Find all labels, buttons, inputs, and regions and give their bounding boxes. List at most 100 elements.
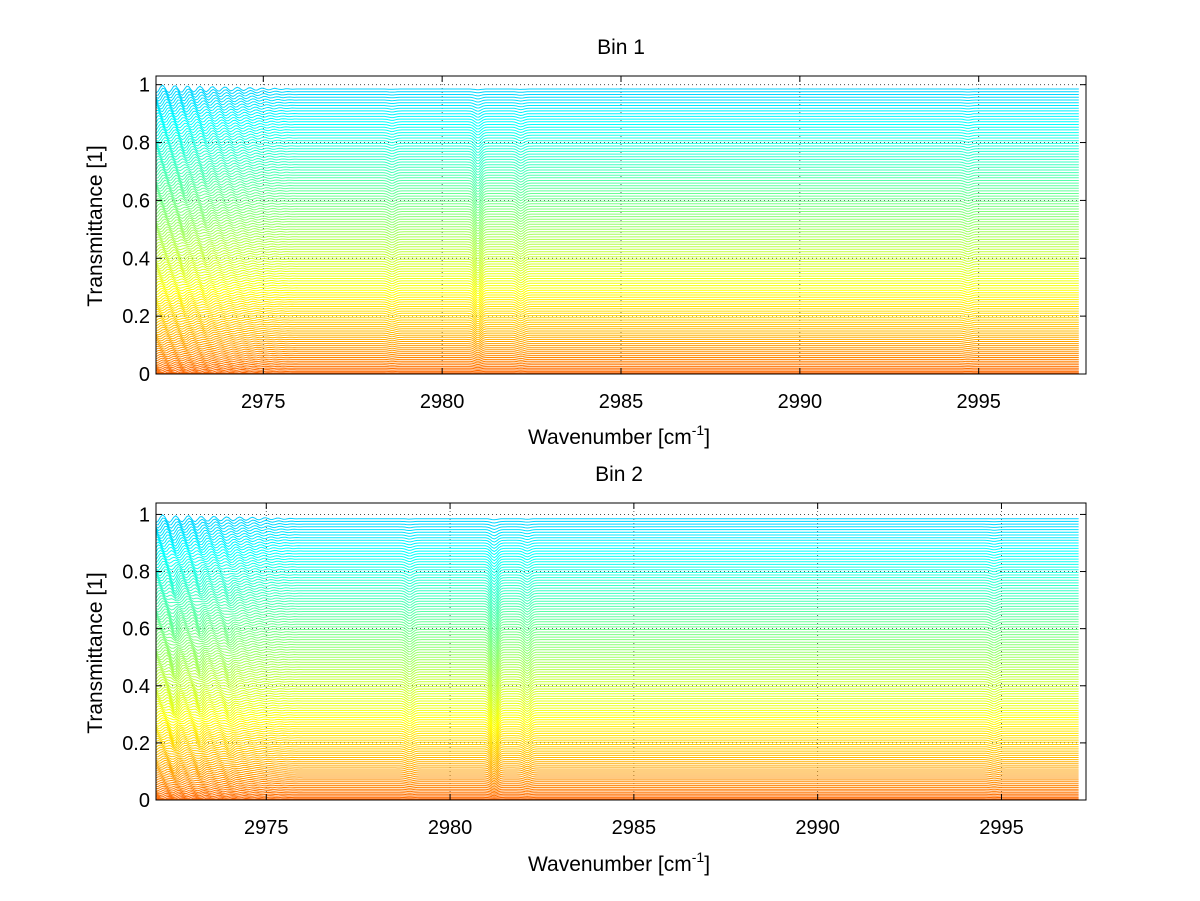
series-line <box>155 190 1079 203</box>
series-line <box>155 514 1079 524</box>
series-line <box>155 633 1079 653</box>
series-line <box>155 280 1079 292</box>
series-line <box>155 755 1079 766</box>
series-line <box>155 631 1079 650</box>
series-line <box>155 671 1079 690</box>
series-line <box>155 84 1079 94</box>
series-line <box>155 243 1079 257</box>
x-axis-label: Wavenumber [cm-1] <box>528 422 710 449</box>
series-line <box>155 355 1079 361</box>
series-line <box>155 317 1079 327</box>
series-line <box>156 661 1079 680</box>
series-line <box>155 584 1079 600</box>
x-tick-label: 2980 <box>428 817 473 839</box>
series-line <box>155 92 1079 102</box>
series-line <box>155 547 1079 559</box>
series-line <box>155 292 1079 303</box>
series-line <box>155 737 1079 751</box>
series-line <box>155 96 1079 105</box>
series-line <box>155 120 1079 130</box>
series-line <box>155 171 1079 184</box>
series-line <box>155 337 1079 344</box>
series-line <box>155 351 1079 357</box>
series-line <box>155 683 1079 702</box>
series-line <box>155 221 1079 234</box>
series-line <box>155 363 1079 367</box>
series-line <box>155 251 1079 264</box>
series-line <box>155 104 1079 113</box>
series-group <box>155 84 1079 374</box>
series-line <box>155 313 1079 322</box>
series-line <box>155 569 1079 583</box>
series-line <box>155 552 1079 565</box>
series-line <box>155 686 1079 704</box>
series-line <box>155 774 1079 782</box>
series-line <box>155 681 1079 699</box>
series-line <box>155 117 1079 127</box>
series-line <box>155 304 1079 314</box>
series-line <box>155 781 1079 788</box>
series-line <box>155 134 1079 145</box>
series-line <box>155 765 1079 775</box>
series-line <box>155 777 1079 785</box>
series-line <box>155 248 1079 262</box>
y-tick-label: 0 <box>139 364 150 386</box>
series-line <box>155 308 1079 318</box>
series-line <box>155 361 1079 366</box>
series-line <box>155 726 1079 741</box>
series-line <box>155 789 1079 794</box>
series-line <box>155 719 1079 735</box>
series-line <box>155 139 1079 150</box>
series-line <box>155 228 1079 242</box>
y-ticks: 0 0.2 0.4 0.6 0.8 1 <box>122 75 1086 386</box>
series-line <box>155 287 1079 299</box>
x-axis-label-main: Wavenumber [cm <box>528 853 692 876</box>
series-line <box>155 253 1079 267</box>
subplot-bin-2: Bin 2 2975 2980 2985 2990 2995 0 0.2 0.4 0.6 0.8… <box>84 463 1087 876</box>
series-line <box>155 636 1079 655</box>
series-line <box>155 155 1079 167</box>
series-line <box>155 174 1079 187</box>
series-line <box>155 695 1079 713</box>
series-line <box>155 587 1079 603</box>
series-line <box>155 663 1079 683</box>
series-line <box>155 275 1079 288</box>
series-line <box>155 366 1079 371</box>
series-line <box>155 322 1079 331</box>
series-line <box>155 364 1079 369</box>
series-line <box>155 539 1079 550</box>
series-line <box>155 147 1079 159</box>
y-tick-label: 0.4 <box>122 676 150 698</box>
x-axis-label-superscript: -1 <box>692 422 705 438</box>
y-tick-label: 0.6 <box>122 190 150 212</box>
series-line <box>155 669 1079 688</box>
series-line <box>155 621 1079 639</box>
series-line <box>155 261 1079 274</box>
series-line <box>155 241 1079 254</box>
series-line <box>155 87 1079 97</box>
series-line <box>155 184 1079 198</box>
series-line <box>155 579 1079 595</box>
series-line <box>155 273 1079 285</box>
series-line <box>155 266 1079 278</box>
series-line <box>155 729 1079 743</box>
series-line <box>155 791 1079 796</box>
y-tick-label: 1 <box>139 75 150 97</box>
series-line <box>155 357 1079 362</box>
series-line <box>155 176 1079 190</box>
y-tick-label: 0.8 <box>122 562 150 584</box>
series-line <box>155 549 1079 562</box>
series-group <box>155 514 1079 800</box>
series-line <box>155 795 1079 800</box>
series-line <box>155 168 1079 181</box>
series-line <box>155 659 1079 678</box>
x-tick-label: 2990 <box>795 817 840 839</box>
series-line <box>155 749 1079 761</box>
series-line <box>155 187 1079 200</box>
series-line <box>155 797 1079 800</box>
series-line <box>155 294 1079 306</box>
series-line <box>155 565 1079 580</box>
series-line <box>155 574 1079 589</box>
series-line <box>155 613 1079 631</box>
